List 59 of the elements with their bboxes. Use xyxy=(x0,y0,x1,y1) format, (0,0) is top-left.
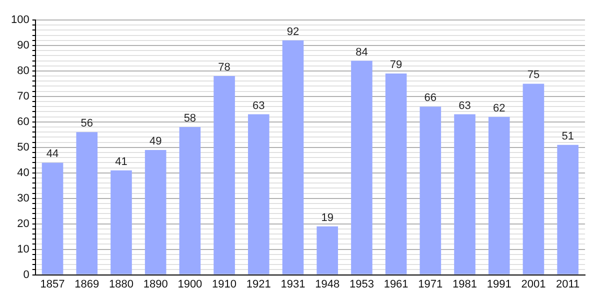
x-tick-label: 1948 xyxy=(315,278,340,290)
data-label: 78 xyxy=(218,62,230,74)
data-label: 79 xyxy=(390,59,402,72)
y-tick-label: 30 xyxy=(17,192,30,204)
x-tick-label: 1890 xyxy=(143,278,168,290)
bar xyxy=(76,132,98,274)
bar xyxy=(42,162,64,274)
bar xyxy=(385,74,407,274)
bar xyxy=(110,170,132,274)
y-tick-label: 100 xyxy=(10,14,30,26)
x-tick-label: 1961 xyxy=(384,278,408,290)
x-tick-label: 1931 xyxy=(280,278,306,290)
bar xyxy=(214,76,235,274)
data-label: 56 xyxy=(80,118,94,130)
x-tick-label: 2011 xyxy=(556,278,580,290)
bar xyxy=(557,144,578,274)
data-label: 41 xyxy=(115,156,128,168)
data-label: 51 xyxy=(562,130,574,142)
bar xyxy=(488,116,510,274)
bar xyxy=(144,150,166,274)
bar xyxy=(282,40,304,274)
x-tick-label: 1857 xyxy=(40,278,65,290)
y-tick-label: 0 xyxy=(23,268,30,281)
data-label: 63 xyxy=(252,100,265,112)
data-label: 84 xyxy=(356,46,368,58)
data-label: 92 xyxy=(286,26,300,38)
data-label: 44 xyxy=(46,148,59,160)
bar xyxy=(522,84,544,274)
y-tick-label: 20 xyxy=(17,218,30,230)
x-tick-label: 1953 xyxy=(349,278,374,290)
y-tick-label: 80 xyxy=(17,64,30,77)
y-tick-label: 70 xyxy=(17,90,30,102)
bar xyxy=(248,114,270,274)
data-label: 49 xyxy=(149,135,162,148)
y-tick-label: 50 xyxy=(17,141,30,154)
data-label: 63 xyxy=(458,100,471,112)
x-tick-label: 1921 xyxy=(246,278,271,290)
x-tick-label: 1981 xyxy=(452,278,478,290)
bar xyxy=(351,60,372,274)
y-tick-label: 90 xyxy=(17,40,30,52)
x-tick-label: 1910 xyxy=(212,278,237,290)
x-tick-label: 1991 xyxy=(486,278,512,290)
bar xyxy=(316,226,338,274)
bar xyxy=(420,106,442,274)
data-label: 75 xyxy=(527,69,540,82)
data-label: 19 xyxy=(321,212,334,224)
data-label: 62 xyxy=(492,102,506,114)
x-tick-label: 1869 xyxy=(74,278,100,290)
bar xyxy=(179,127,201,274)
y-tick-label: 40 xyxy=(17,166,30,179)
data-label: 66 xyxy=(424,92,437,104)
x-tick-label: 1900 xyxy=(178,278,202,290)
bar xyxy=(454,114,476,274)
x-tick-label: 2001 xyxy=(521,278,546,290)
x-tick-label: 1880 xyxy=(108,278,134,290)
x-tick-label: 1971 xyxy=(418,278,443,290)
y-tick-label: 60 xyxy=(17,116,30,128)
data-label: 58 xyxy=(184,112,196,125)
y-tick-label: 10 xyxy=(17,243,30,256)
